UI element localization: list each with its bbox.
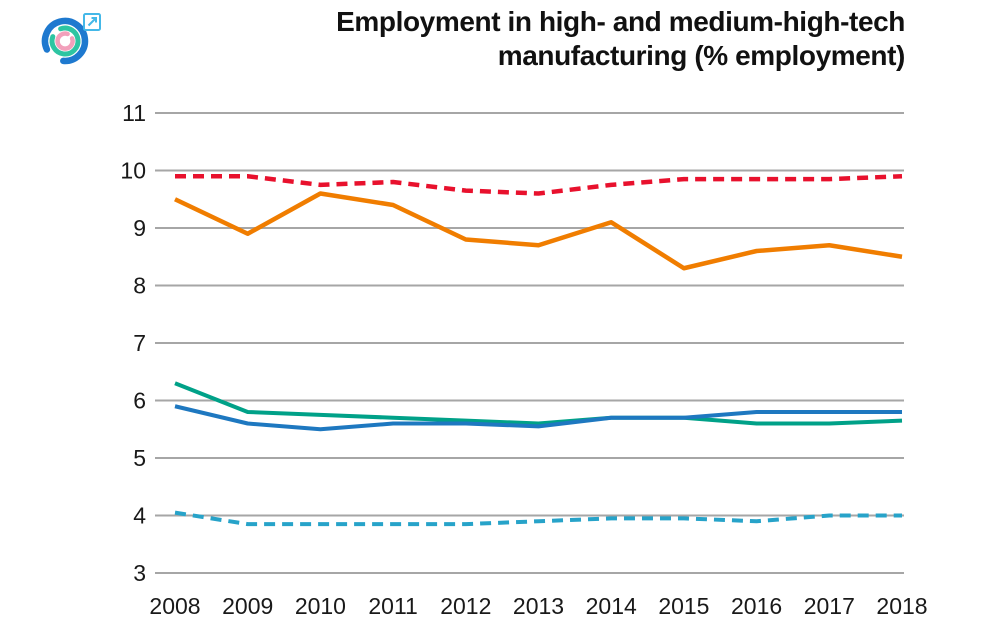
x-tick-label-2017: 2017: [804, 593, 855, 619]
x-tick-label-2016: 2016: [731, 593, 782, 619]
y-tick-label-4: 4: [133, 503, 146, 529]
x-tick-label-2015: 2015: [658, 593, 709, 619]
logo-outer-arc: [41, 17, 89, 65]
series-green-line: [174, 381, 903, 426]
logo: [18, 5, 110, 67]
y-tick-label-8: 8: [133, 273, 146, 299]
y-tick-label-6: 6: [133, 388, 146, 414]
y-tick-label-5: 5: [133, 445, 146, 471]
x-tick-label-2018: 2018: [876, 593, 927, 619]
y-tick-label-10: 10: [120, 158, 146, 184]
logo-inner-arc: [55, 31, 75, 51]
y-tick-label-7: 7: [133, 330, 146, 356]
series-orange-line: [174, 191, 903, 271]
y-tick-label-3: 3: [133, 560, 146, 586]
chart-title-line-2: manufacturing (% employment): [497, 39, 906, 71]
series-red-dashed-line: [175, 174, 903, 196]
series-blue-line: [174, 404, 902, 432]
x-tick-label-2008: 2008: [149, 593, 200, 619]
x-tick-label-2011: 2011: [368, 593, 417, 619]
external-link-icon[interactable]: [83, 13, 101, 31]
x-tick-label-2012: 2012: [440, 593, 491, 619]
x-tick-label-2014: 2014: [586, 593, 637, 619]
circular-arcs-logo: [41, 17, 89, 65]
x-tick-label-2009: 2009: [222, 593, 273, 619]
logo-middle-arc: [49, 25, 81, 57]
y-tick-label-9: 9: [133, 215, 146, 241]
x-tick-label-2010: 2010: [295, 593, 346, 619]
chart-title-line-1: Employment in high- and medium-high-tech: [336, 6, 905, 37]
x-tick-label-2013: 2013: [513, 593, 564, 619]
y-tick-label-11: 11: [122, 100, 146, 126]
chart-title: Employment in high- and medium-high-tech…: [185, 5, 905, 72]
series-cyan-dashed-line: [174, 510, 902, 527]
